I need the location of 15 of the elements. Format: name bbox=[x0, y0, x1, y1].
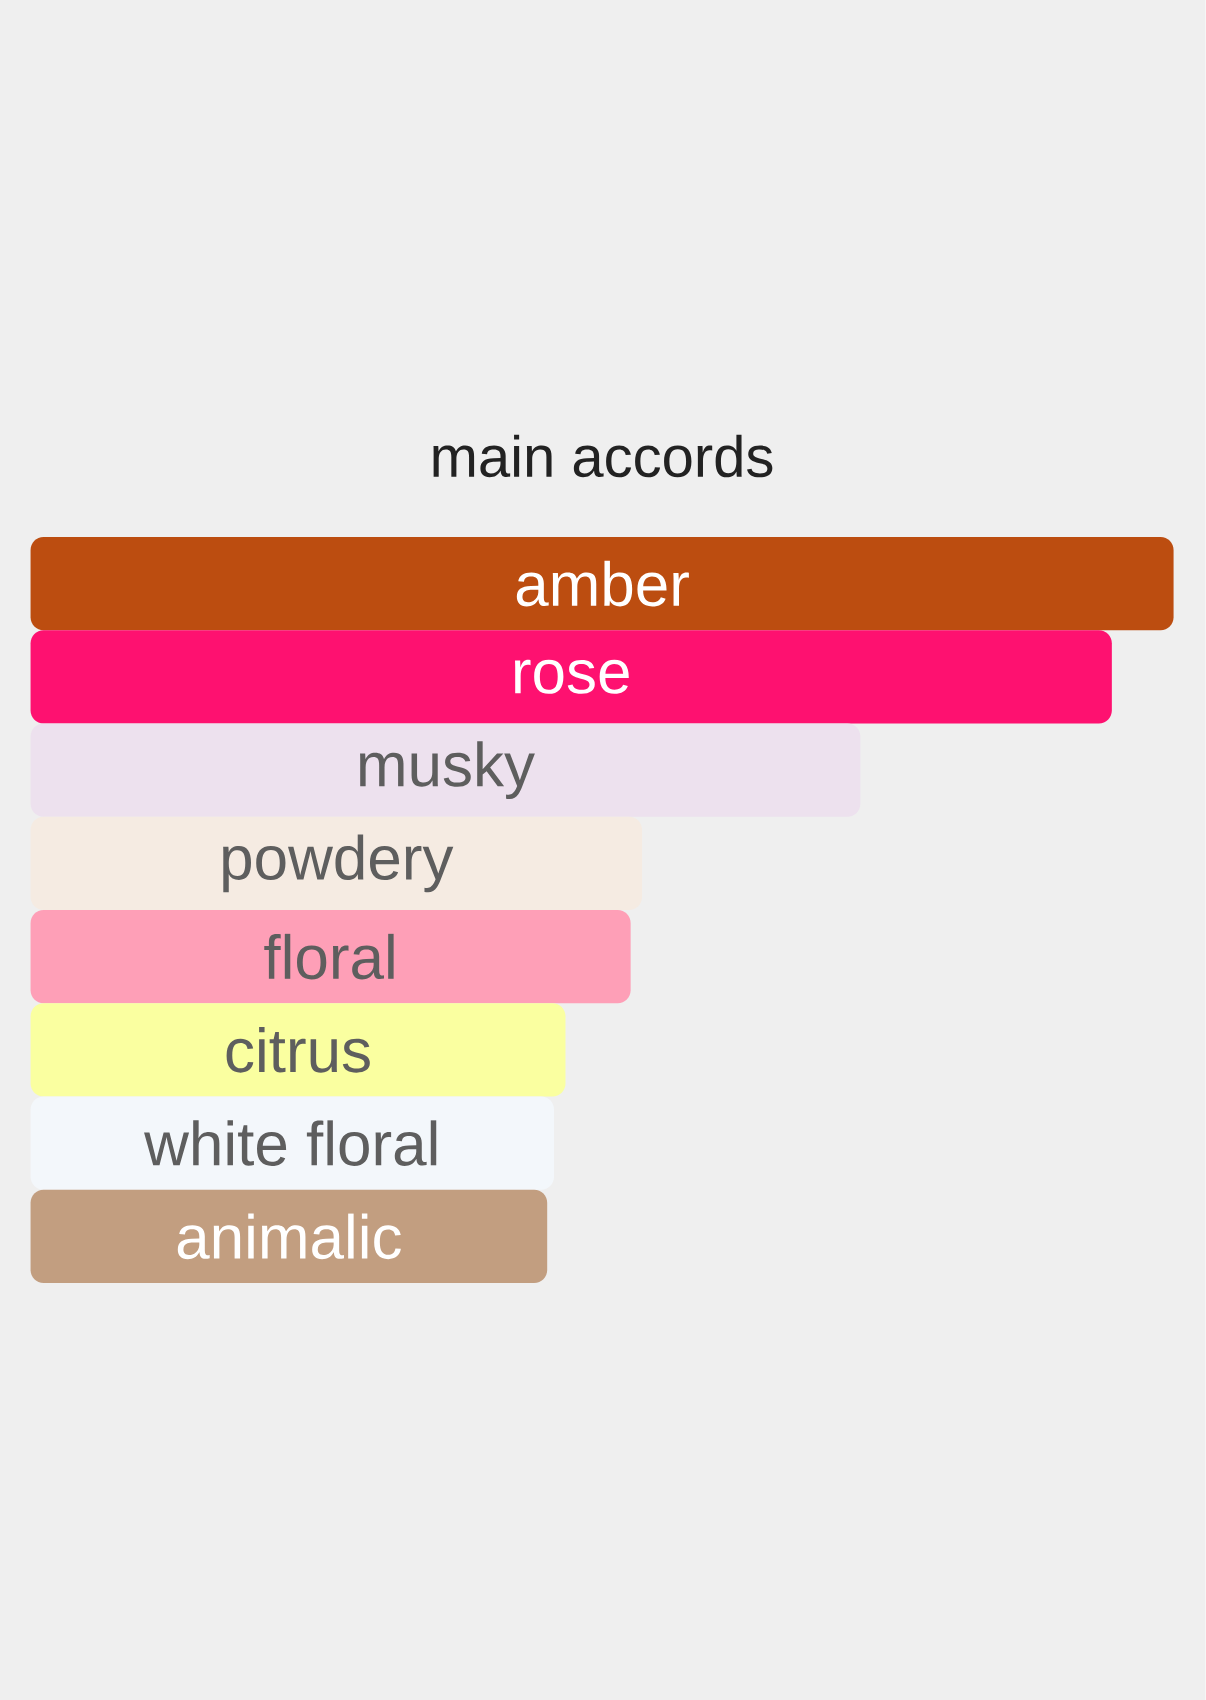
chart-title: main accords bbox=[433, 434, 773, 478]
bar bbox=[30, 1189, 548, 1283]
bar bbox=[30, 1096, 555, 1190]
y-tick-label: rose bbox=[515, 659, 629, 694]
bar bbox=[30, 630, 1113, 724]
bar bbox=[30, 1003, 566, 1097]
y-tick-label: musky bbox=[360, 741, 536, 800]
y-tick-label: animalic bbox=[178, 1213, 402, 1260]
y-tick-label: floral bbox=[264, 933, 394, 980]
y-tick-label: amber bbox=[517, 560, 690, 607]
bar bbox=[30, 537, 1174, 631]
y-tick-label: white floral bbox=[144, 1120, 437, 1166]
bar bbox=[30, 910, 631, 1004]
y-tick-label: powdery bbox=[223, 834, 454, 893]
y-tick-label: citrus bbox=[226, 1027, 371, 1073]
